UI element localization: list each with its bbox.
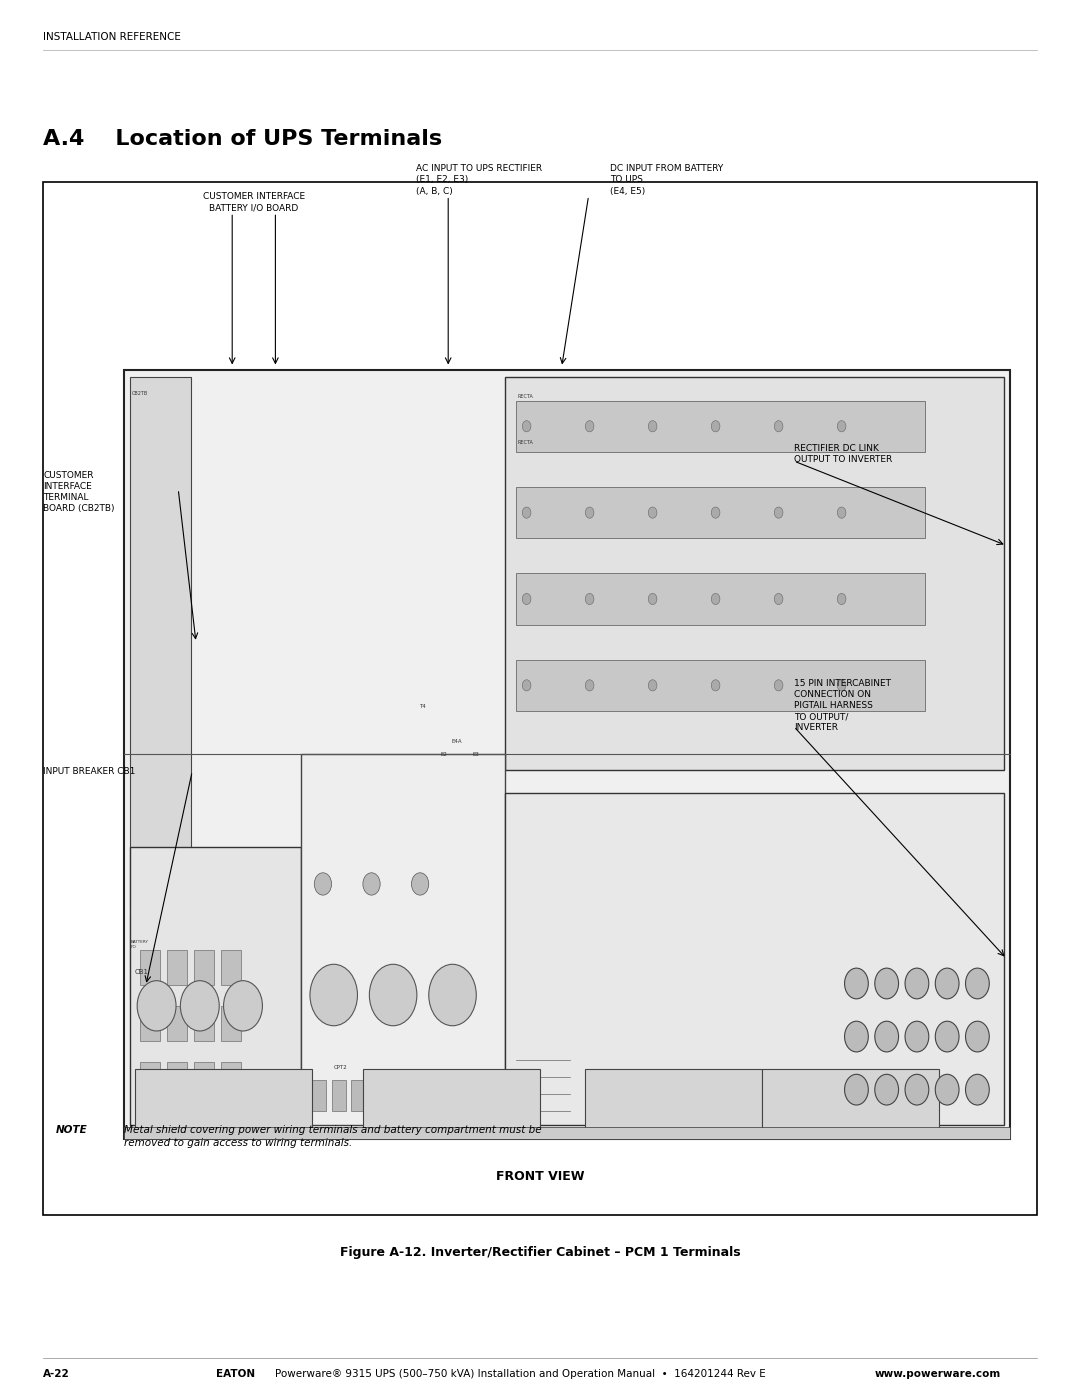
Bar [516,659,926,711]
Bar [226,1085,235,1111]
Bar [516,401,926,451]
Bar [174,1085,184,1111]
Bar [312,1080,326,1111]
Bar [448,1080,462,1111]
Text: NOTE: NOTE [56,1125,87,1134]
Circle shape [712,507,720,518]
Bar [140,1062,160,1097]
Bar [213,1085,222,1111]
Circle shape [845,1074,868,1105]
Bar [135,1069,312,1132]
Bar [221,1006,241,1041]
Text: RECTA: RECTA [518,440,534,446]
Circle shape [137,981,176,1031]
Bar [124,370,1010,1139]
Bar [140,1006,160,1041]
Text: EATON: EATON [216,1369,255,1379]
Bar [161,1085,171,1111]
Bar [130,377,191,908]
Circle shape [966,1074,989,1105]
Bar [370,1080,384,1111]
Text: E3: E3 [473,752,480,757]
Circle shape [774,420,783,432]
Bar [124,1127,1010,1139]
Circle shape [935,1021,959,1052]
Circle shape [180,981,219,1031]
Text: RECTA: RECTA [518,394,534,400]
Bar [505,377,1004,770]
Circle shape [905,968,929,999]
Bar [135,1085,145,1111]
Circle shape [523,680,531,692]
Circle shape [837,594,846,605]
Circle shape [875,1021,899,1052]
Circle shape [648,420,657,432]
Circle shape [837,507,846,518]
Circle shape [935,1074,959,1105]
Circle shape [845,1021,868,1052]
Circle shape [429,964,476,1025]
Bar [167,950,187,985]
Text: T4: T4 [419,704,426,710]
Text: CUSTOMER INTERFACE
BATTERY I/O BOARD: CUSTOMER INTERFACE BATTERY I/O BOARD [203,193,305,212]
Circle shape [966,968,989,999]
Circle shape [224,981,262,1031]
Circle shape [935,968,959,999]
Text: Powerware® 9315 UPS (500–750 kVA) Installation and Operation Manual  •  16420124: Powerware® 9315 UPS (500–750 kVA) Instal… [275,1369,772,1379]
Circle shape [712,680,720,692]
Circle shape [523,507,531,518]
Text: BATTERY
I/O: BATTERY I/O [131,940,149,949]
Bar [200,1085,210,1111]
Circle shape [774,507,783,518]
Bar [194,1062,214,1097]
Circle shape [875,1074,899,1105]
Text: DC INPUT FROM BATTERY
TO UPS
(E4, E5): DC INPUT FROM BATTERY TO UPS (E4, E5) [610,165,724,196]
Bar [409,1080,423,1111]
Circle shape [310,964,357,1025]
Circle shape [712,594,720,605]
Circle shape [363,873,380,895]
Circle shape [905,1074,929,1105]
Bar [584,1069,761,1132]
Bar [167,1062,187,1097]
Bar [194,950,214,985]
Text: E2: E2 [441,752,447,757]
Bar [187,1085,197,1111]
Bar [167,1006,187,1041]
Circle shape [648,680,657,692]
Bar [140,950,160,985]
Text: 15 PIN INTERCABINET
CONNECTION ON
PIGTAIL HARNESS
TO OUTPUT/
INVERTER: 15 PIN INTERCABINET CONNECTION ON PIGTAI… [794,679,891,732]
Text: www.powerware.com: www.powerware.com [875,1369,1001,1379]
Circle shape [411,873,429,895]
Text: CUSTOMER
INTERFACE
TERMINAL
BOARD (CB2TB): CUSTOMER INTERFACE TERMINAL BOARD (CB2TB… [43,471,114,513]
Circle shape [648,507,657,518]
Circle shape [837,680,846,692]
Text: CB2TB: CB2TB [132,391,148,397]
Bar [516,574,926,624]
Text: CB1: CB1 [135,968,149,975]
Bar [505,793,1004,1125]
Bar [516,488,926,538]
Text: CPT2: CPT2 [334,1065,348,1070]
Text: AC INPUT TO UPS RECTIFIER
(E1, E2, E3)
(A, B, C): AC INPUT TO UPS RECTIFIER (E1, E2, E3) (… [416,165,542,196]
Text: A-22: A-22 [43,1369,70,1379]
Circle shape [585,594,594,605]
Bar [130,847,301,1125]
Bar [363,1069,540,1132]
Text: Figure A-12. Inverter/Rectifier Cabinet – PCM 1 Terminals: Figure A-12. Inverter/Rectifier Cabinet … [340,1246,740,1259]
Circle shape [837,420,846,432]
Circle shape [845,968,868,999]
Circle shape [966,1021,989,1052]
Circle shape [905,1021,929,1052]
Text: Metal shield covering power wiring terminals and battery compartment must be
rem: Metal shield covering power wiring termi… [124,1125,542,1148]
Circle shape [585,680,594,692]
Text: E4A: E4A [451,739,461,745]
Circle shape [314,873,332,895]
Bar [301,754,505,1125]
Bar [239,1085,248,1111]
Bar [761,1069,939,1132]
Bar [221,950,241,985]
Bar [468,1080,482,1111]
Bar [130,915,191,999]
Circle shape [585,420,594,432]
